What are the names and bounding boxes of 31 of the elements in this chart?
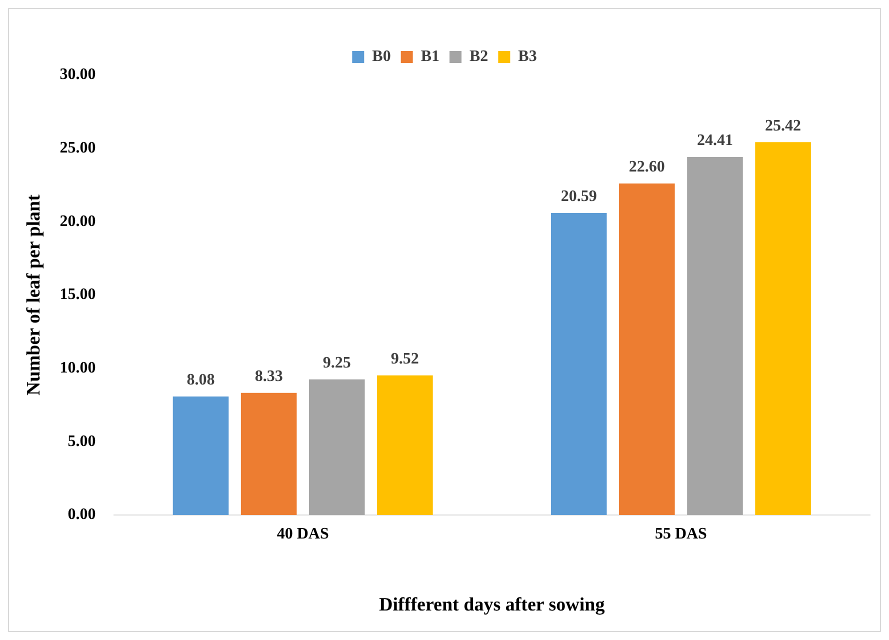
bar: [240, 392, 297, 515]
bar: [687, 156, 743, 515]
legend-label: B2: [470, 48, 488, 66]
text: 22.60: [628, 158, 665, 176]
bar: [550, 213, 607, 515]
y-tick-label: 15.00: [60, 286, 96, 304]
legend-label: B3: [518, 48, 537, 66]
y-tick-label: 5.00: [68, 432, 96, 450]
y-tick-label: 25.00: [60, 139, 96, 156]
bar: [308, 379, 365, 515]
text: 8.33: [254, 368, 283, 385]
text: 9.25: [322, 354, 351, 372]
y-tick-label: 30.00: [60, 66, 96, 84]
legend-label: B0: [372, 48, 391, 66]
x-tick-label: 40 DAS: [276, 526, 329, 543]
bar: [377, 375, 433, 515]
y-tick-label: 20.00: [60, 212, 96, 230]
x-tick-label: 55 DAS: [654, 526, 708, 543]
text: 8.08: [186, 372, 215, 389]
text: 9.52: [390, 350, 419, 368]
text: 25.42: [765, 117, 802, 134]
bar: [755, 142, 811, 515]
y-axis-title: Number of leaf per plant: [23, 194, 44, 396]
y-tick-label: 0.00: [68, 506, 96, 524]
bar: [619, 184, 675, 515]
y-tick-label: 10.00: [60, 359, 96, 376]
text: 20.59: [560, 188, 597, 206]
legend-label: B1: [420, 48, 440, 66]
x-axis-title: Diffferent days after sowing: [379, 594, 606, 616]
bar: [172, 396, 229, 515]
text: 24.41: [696, 132, 733, 150]
